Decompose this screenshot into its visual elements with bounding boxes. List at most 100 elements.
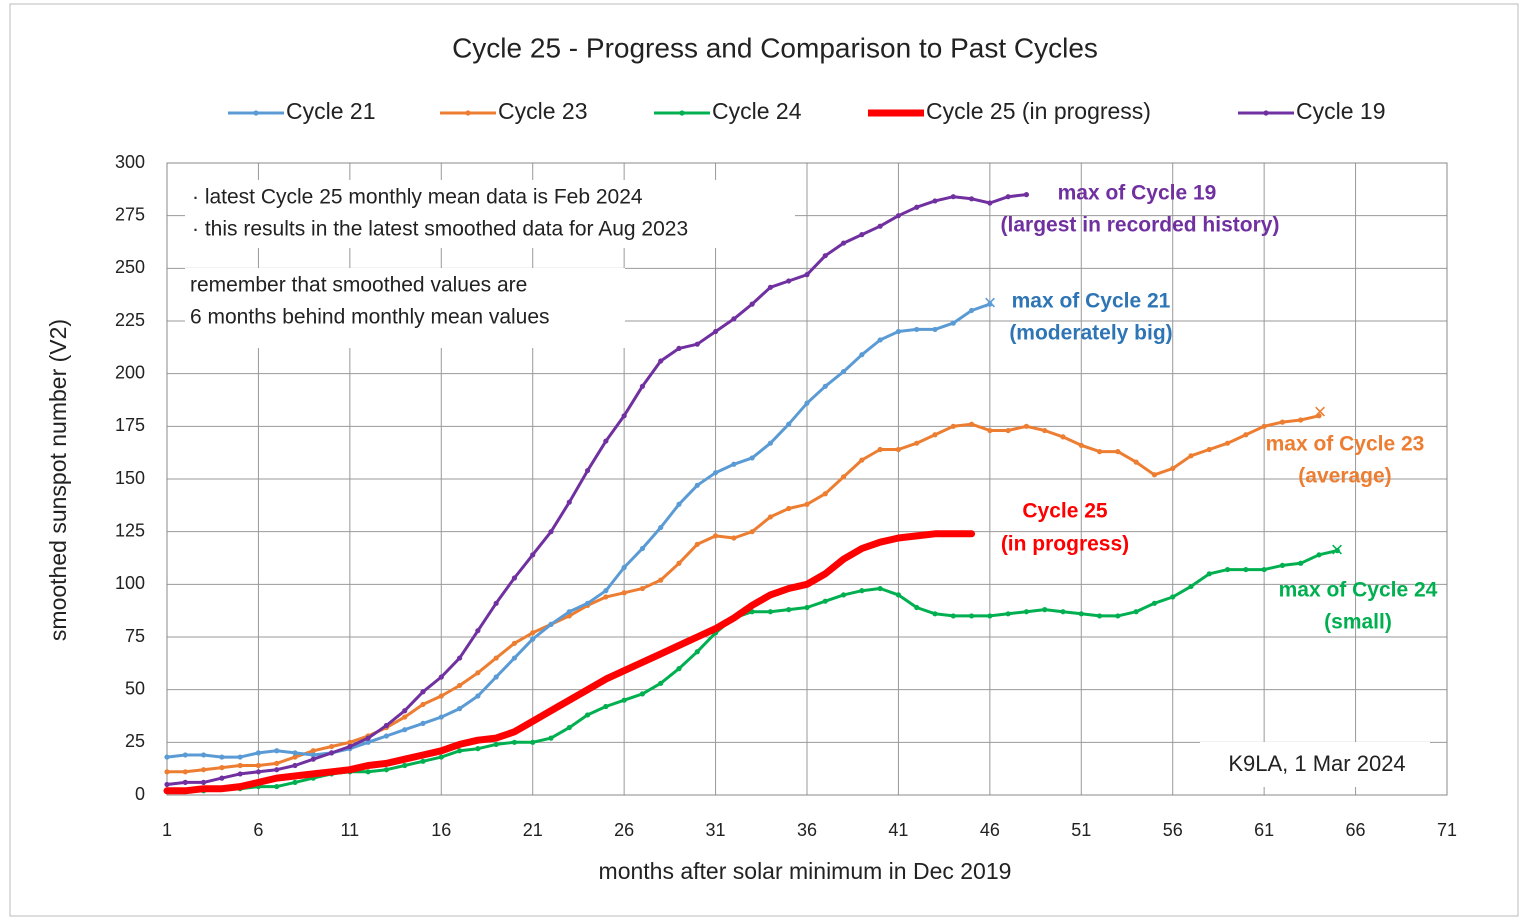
data-point <box>712 470 719 476</box>
data-point <box>164 781 170 788</box>
annotation: (small) <box>1324 611 1392 634</box>
data-point <box>859 588 865 594</box>
data-point <box>1334 548 1340 554</box>
x-tick-label: 31 <box>706 820 726 840</box>
data-point <box>932 326 938 333</box>
data-point <box>1023 423 1030 429</box>
data-point <box>1023 192 1030 198</box>
legend-swatch-marker <box>1263 110 1269 116</box>
data-point <box>968 307 975 314</box>
series-line <box>163 530 976 795</box>
data-point <box>584 467 591 474</box>
y-tick-label: 25 <box>125 731 145 751</box>
data-point <box>968 196 975 202</box>
x-axis-label: months after solar minimum in Dec 2019 <box>599 858 1012 884</box>
data-point <box>438 674 444 680</box>
data-point <box>511 575 518 581</box>
data-point <box>566 499 572 505</box>
annotation: max of Cycle 19 <box>1058 182 1217 205</box>
x-tick-label: 66 <box>1346 820 1366 840</box>
end-marker: × <box>984 290 997 315</box>
data-point <box>621 564 627 571</box>
data-point <box>274 760 280 767</box>
data-point <box>859 457 865 463</box>
data-point <box>767 609 774 615</box>
x-tick-label: 51 <box>1071 820 1091 840</box>
data-point <box>658 577 664 583</box>
data-point <box>786 505 792 512</box>
y-tick-label: 125 <box>115 520 145 540</box>
legend-label: Cycle 25 (in progress) <box>926 98 1151 124</box>
chart-title: Cycle 25 - Progress and Comparison to Pa… <box>452 32 1098 63</box>
data-point <box>731 535 737 541</box>
data-point <box>621 590 627 596</box>
data-point <box>603 594 609 600</box>
data-point <box>1206 446 1212 453</box>
data-point <box>822 491 828 497</box>
data-point <box>255 750 262 756</box>
data-point <box>658 524 664 531</box>
data-point <box>1243 566 1249 573</box>
data-point <box>200 767 207 773</box>
data-point <box>1298 560 1304 566</box>
data-point <box>1078 442 1084 448</box>
data-point <box>1133 459 1139 465</box>
x-tick-label: 46 <box>980 820 1000 840</box>
x-tick-label: 6 <box>253 820 263 840</box>
data-point <box>987 427 993 434</box>
series-line <box>165 414 1321 774</box>
data-point <box>328 743 335 750</box>
data-point <box>456 706 463 712</box>
data-point <box>237 754 243 760</box>
data-point <box>584 712 591 718</box>
data-point <box>402 708 408 714</box>
note-box <box>185 180 795 248</box>
data-point <box>274 748 280 754</box>
data-point <box>914 204 920 210</box>
data-point <box>548 621 554 627</box>
data-point <box>200 779 207 785</box>
data-point <box>548 735 554 741</box>
data-point <box>804 272 810 278</box>
legend-swatch-marker <box>253 110 259 116</box>
note: 6 months behind monthly mean values <box>190 306 550 329</box>
data-point <box>310 756 316 762</box>
data-point <box>804 400 810 406</box>
data-point <box>383 733 390 739</box>
y-axis-label: smoothed sunspot number (V2) <box>45 319 71 641</box>
data-point <box>438 754 444 760</box>
data-point <box>1224 440 1231 446</box>
data-point <box>1096 449 1103 455</box>
data-point <box>1316 413 1322 419</box>
data-point <box>402 762 408 769</box>
data-point <box>840 474 847 480</box>
data-point <box>712 533 719 539</box>
data-point <box>639 585 646 592</box>
data-point <box>1298 417 1304 423</box>
data-point <box>658 680 664 686</box>
data-point <box>786 607 792 613</box>
data-point <box>219 765 225 771</box>
x-tick-label: 1 <box>162 820 172 840</box>
data-point <box>804 604 810 611</box>
data-point <box>1005 194 1011 200</box>
data-point <box>877 585 883 592</box>
note-box <box>185 268 625 348</box>
data-point <box>767 440 774 446</box>
data-point <box>895 328 902 335</box>
data-point <box>1261 566 1267 573</box>
data-point <box>493 674 499 680</box>
data-point <box>1188 453 1194 459</box>
legend-label: Cycle 24 <box>712 98 802 124</box>
x-tick-label: 41 <box>888 820 908 840</box>
legend-swatch-marker <box>465 110 471 116</box>
data-point <box>182 769 188 775</box>
end-marker: × <box>1314 399 1327 424</box>
data-point <box>932 611 938 617</box>
data-point <box>365 739 371 745</box>
data-point <box>530 636 536 642</box>
data-point <box>383 722 390 729</box>
data-point <box>1279 562 1286 568</box>
data-point <box>566 609 572 615</box>
